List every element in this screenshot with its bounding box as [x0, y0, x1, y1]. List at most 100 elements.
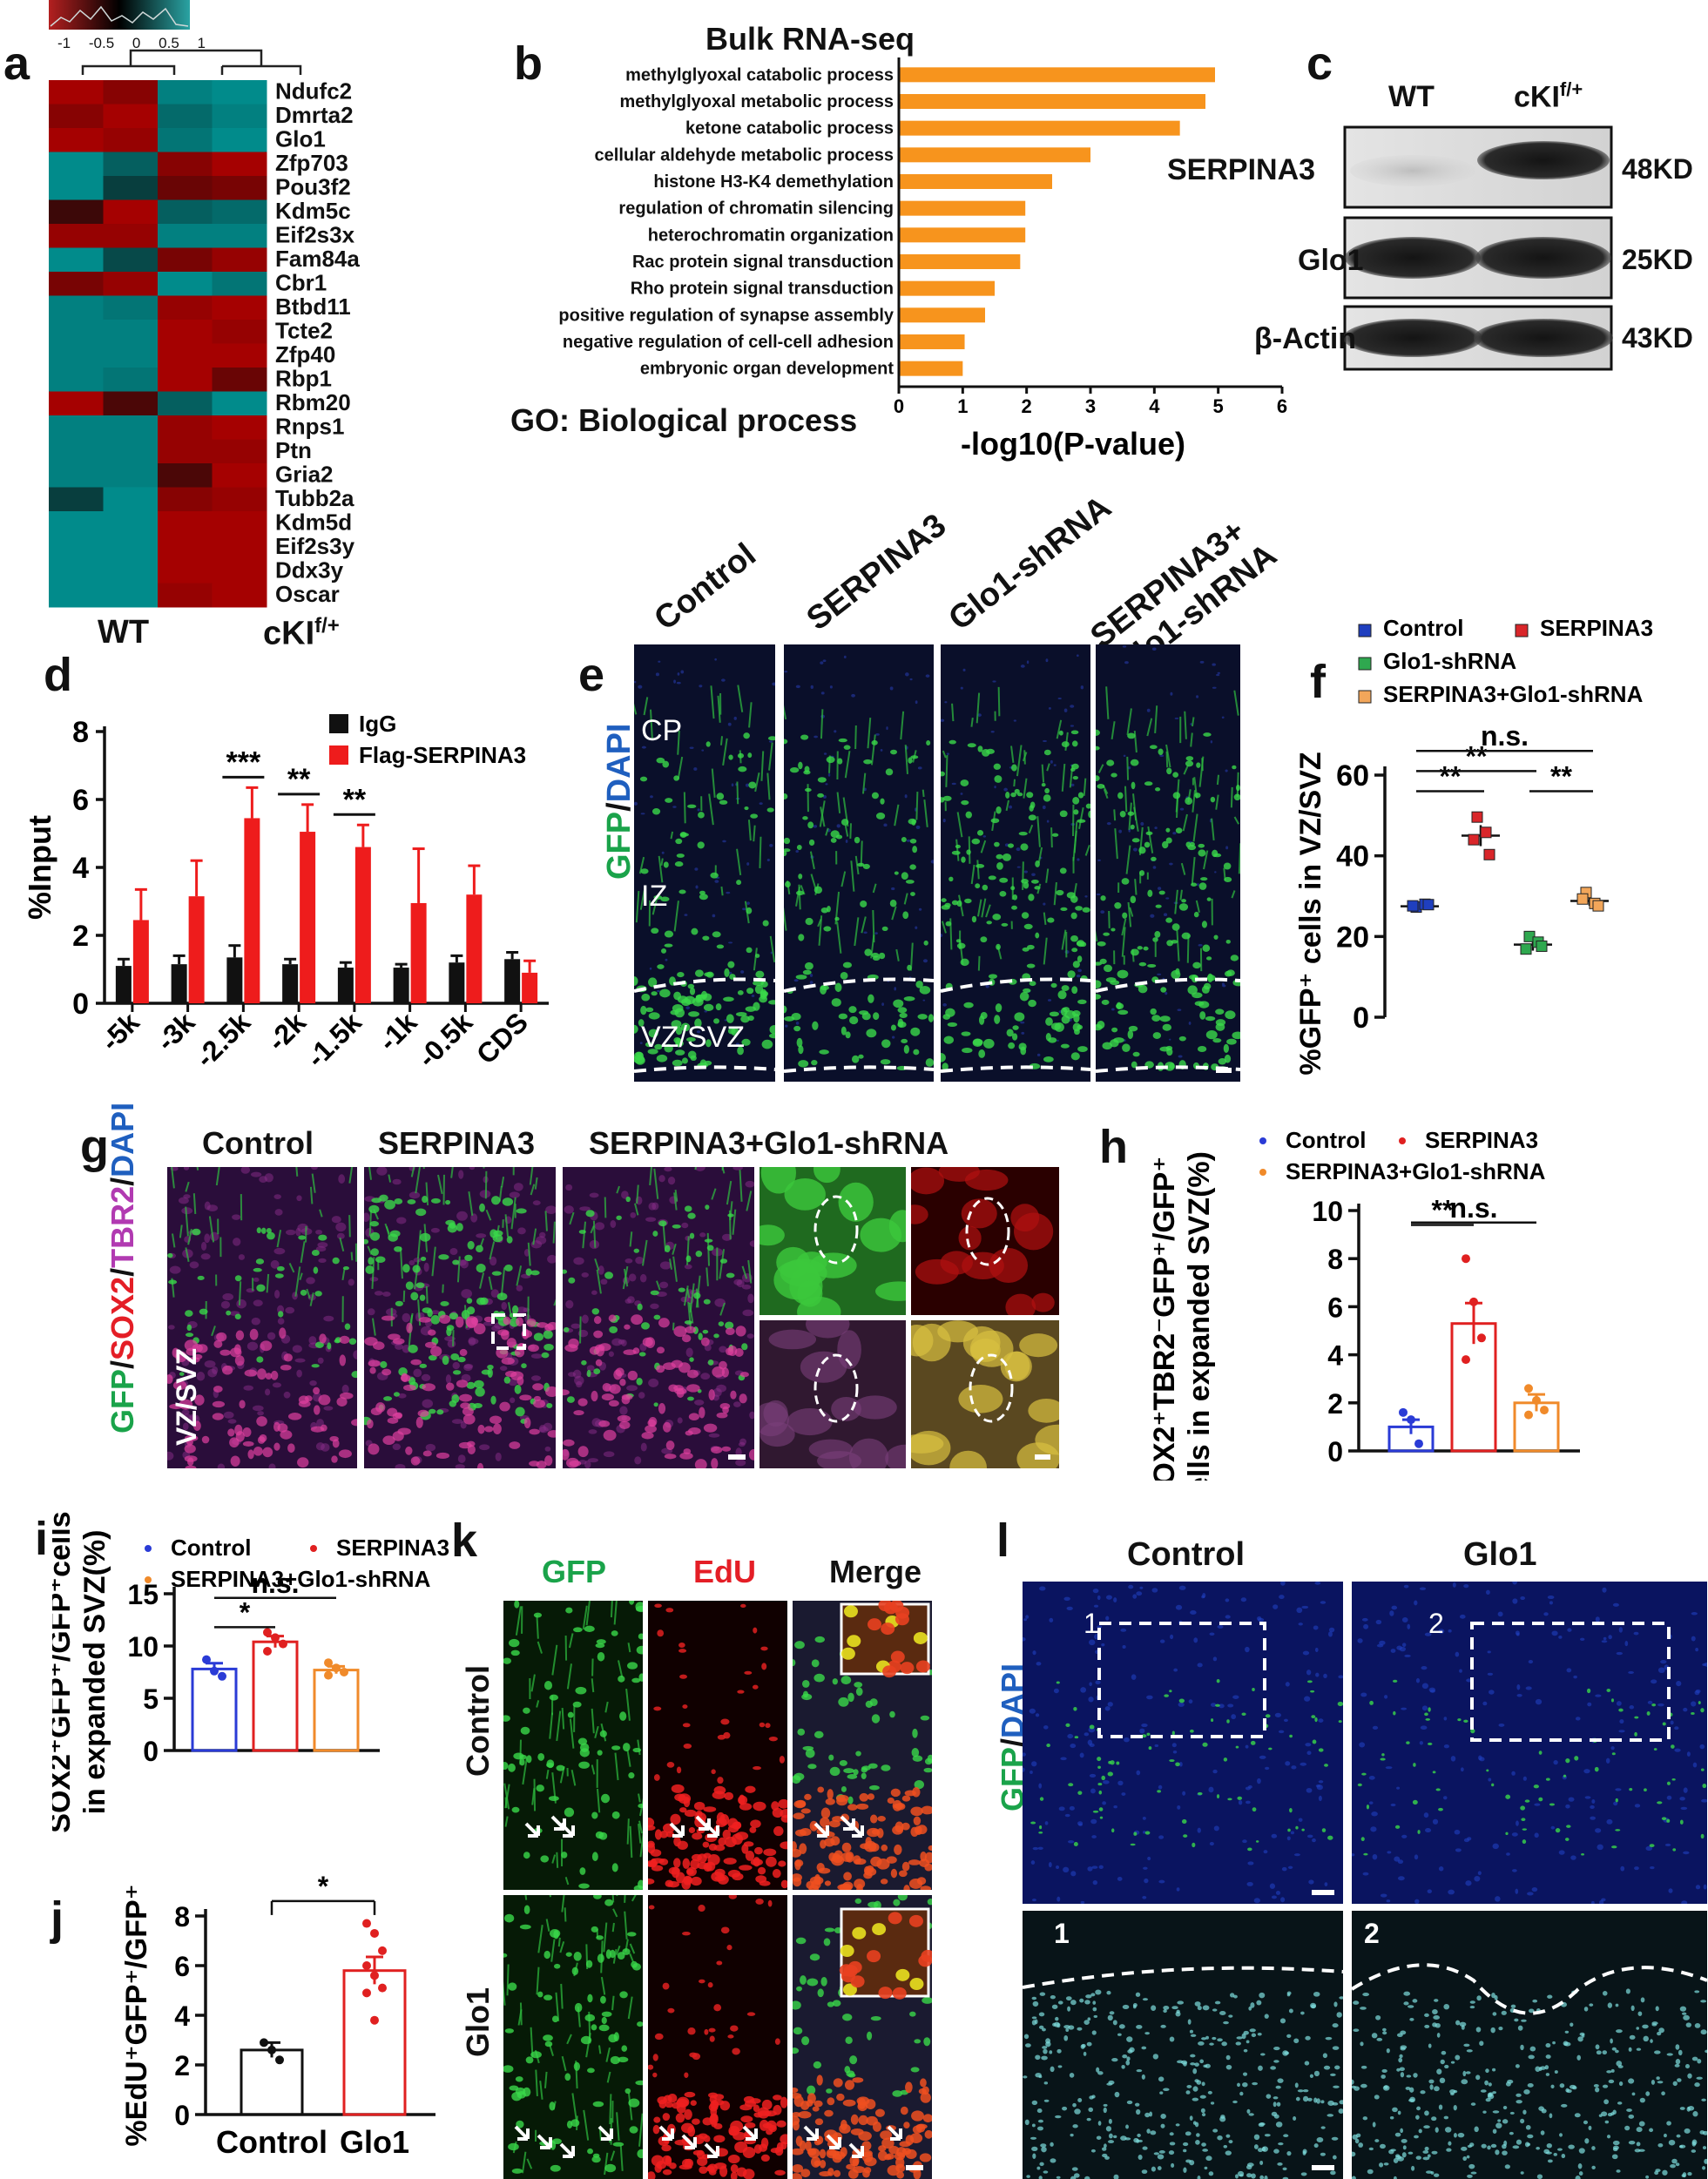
- cell-body: [692, 2118, 700, 2125]
- cell-body: [243, 1385, 254, 1391]
- h-y-tick-label: 10: [1312, 1196, 1343, 1227]
- cell-process: [552, 1221, 556, 1244]
- cell-body: [1158, 748, 1164, 755]
- arrow-marker: [597, 2125, 613, 2141]
- cell-body: [660, 896, 670, 902]
- cell-body: [351, 1419, 357, 1427]
- cell-body: [1271, 2111, 1278, 2117]
- heatmap-cell: [158, 583, 213, 608]
- cell-body: [1550, 2084, 1555, 2089]
- cell-body: [1435, 1788, 1441, 1791]
- cell-body: [625, 1196, 631, 1203]
- cell-body: [1198, 2041, 1205, 2046]
- cell-body: [1372, 1725, 1379, 1730]
- cell-body: [621, 2045, 628, 2052]
- cell-process: [872, 909, 875, 943]
- cell-body: [487, 1364, 494, 1370]
- cell-body: [447, 1339, 456, 1348]
- cell-body: [653, 894, 663, 900]
- cell-body: [1285, 1761, 1291, 1766]
- cell-body: [807, 821, 814, 829]
- cell-body: [491, 1271, 502, 1276]
- micrograph-svg: [759, 1167, 906, 1315]
- cell-body: [1332, 2023, 1339, 2028]
- cell-body: [242, 1427, 252, 1438]
- cell-body: [1393, 2157, 1399, 2163]
- cell-body: [1502, 2150, 1508, 2155]
- cell-body: [452, 1361, 460, 1370]
- cell-body: [793, 1848, 802, 1858]
- cell-body: [977, 713, 982, 717]
- heatmap-cell: [158, 272, 213, 296]
- cell-body: [252, 1405, 264, 1412]
- g-region: VZ/SVZ: [171, 1347, 202, 1446]
- cell-body: [1069, 2072, 1075, 2078]
- j-point: [362, 1988, 371, 1998]
- cell-body: [687, 2027, 696, 2035]
- cell-body: [1273, 2101, 1277, 2108]
- cell-body: [1032, 2153, 1036, 2160]
- cell-body: [1257, 2148, 1264, 2153]
- cell-body: [1245, 1646, 1250, 1653]
- cell-process: [687, 1301, 692, 1330]
- cell-body: [1201, 2142, 1206, 2147]
- micrograph-e-glo1: [941, 644, 1090, 1082]
- cell-body: [1594, 2087, 1600, 2093]
- cell-body: [640, 813, 645, 815]
- cell-body: [1026, 2175, 1030, 2178]
- stain-dapi: DAPI: [601, 723, 638, 803]
- cell-body: [691, 1876, 702, 1886]
- cell-body: [705, 2165, 715, 2172]
- cell-body: [744, 806, 749, 811]
- cell-body: [838, 1182, 874, 1222]
- cell-body: [1080, 1687, 1087, 1693]
- cell-body: [1205, 2035, 1209, 2040]
- cell-body: [672, 1224, 681, 1229]
- cell-process: [1191, 717, 1195, 727]
- cell-body: [1314, 1717, 1318, 1723]
- cell-body: [849, 1015, 859, 1025]
- cell-body: [1482, 1701, 1488, 1706]
- cell-body: [395, 1343, 404, 1350]
- cell-body: [1208, 1786, 1214, 1793]
- cell-body: [702, 935, 710, 941]
- cell-body: [840, 819, 849, 826]
- cell-body: [1183, 2149, 1187, 2153]
- cell-body: [1165, 827, 1171, 833]
- e-col-glo1-shrna: Glo1-shRNA: [942, 489, 1118, 638]
- cell-body: [1258, 2065, 1263, 2071]
- cell-body: [1032, 1650, 1036, 1656]
- arrow-marker: [658, 2125, 674, 2141]
- cell-body: [591, 1418, 602, 1427]
- cell-body: [1431, 2116, 1437, 2122]
- cell-body: [374, 1291, 383, 1296]
- cell-process: [569, 1211, 575, 1225]
- cell-body: [1287, 1865, 1293, 1869]
- cell-body: [600, 1793, 611, 1804]
- cell-body: [317, 1357, 324, 1364]
- cell-body: [319, 1333, 327, 1344]
- inset-cell: [890, 1650, 905, 1663]
- cell-body: [1039, 1992, 1046, 1996]
- cell-body: [213, 1339, 223, 1348]
- cell-body: [1247, 1861, 1254, 1865]
- cell-body: [1416, 2106, 1421, 2111]
- cell-process: [526, 2158, 533, 2169]
- cell-body: [596, 1935, 604, 1940]
- cell-body: [889, 1710, 895, 1718]
- cell-body: [1634, 1866, 1639, 1871]
- cell-body: [1279, 1595, 1285, 1600]
- cell-body: [406, 1322, 413, 1333]
- cell-body: [1249, 2028, 1256, 2033]
- cell-body: [667, 2007, 675, 2014]
- cell-body: [1251, 2033, 1257, 2038]
- h-y-axis-label: SOX2⁺TBR2⁻GFP⁺/GFP⁺: [1148, 1157, 1181, 1481]
- cell-body: [1327, 2100, 1334, 2107]
- cell-body: [185, 1310, 193, 1317]
- cell-body: [854, 836, 861, 844]
- cell-body: [1602, 1991, 1608, 1996]
- cell-process: [672, 1243, 677, 1255]
- cell-body: [509, 1191, 520, 1198]
- cell-body: [1628, 2047, 1632, 2052]
- cell-body: [640, 868, 649, 874]
